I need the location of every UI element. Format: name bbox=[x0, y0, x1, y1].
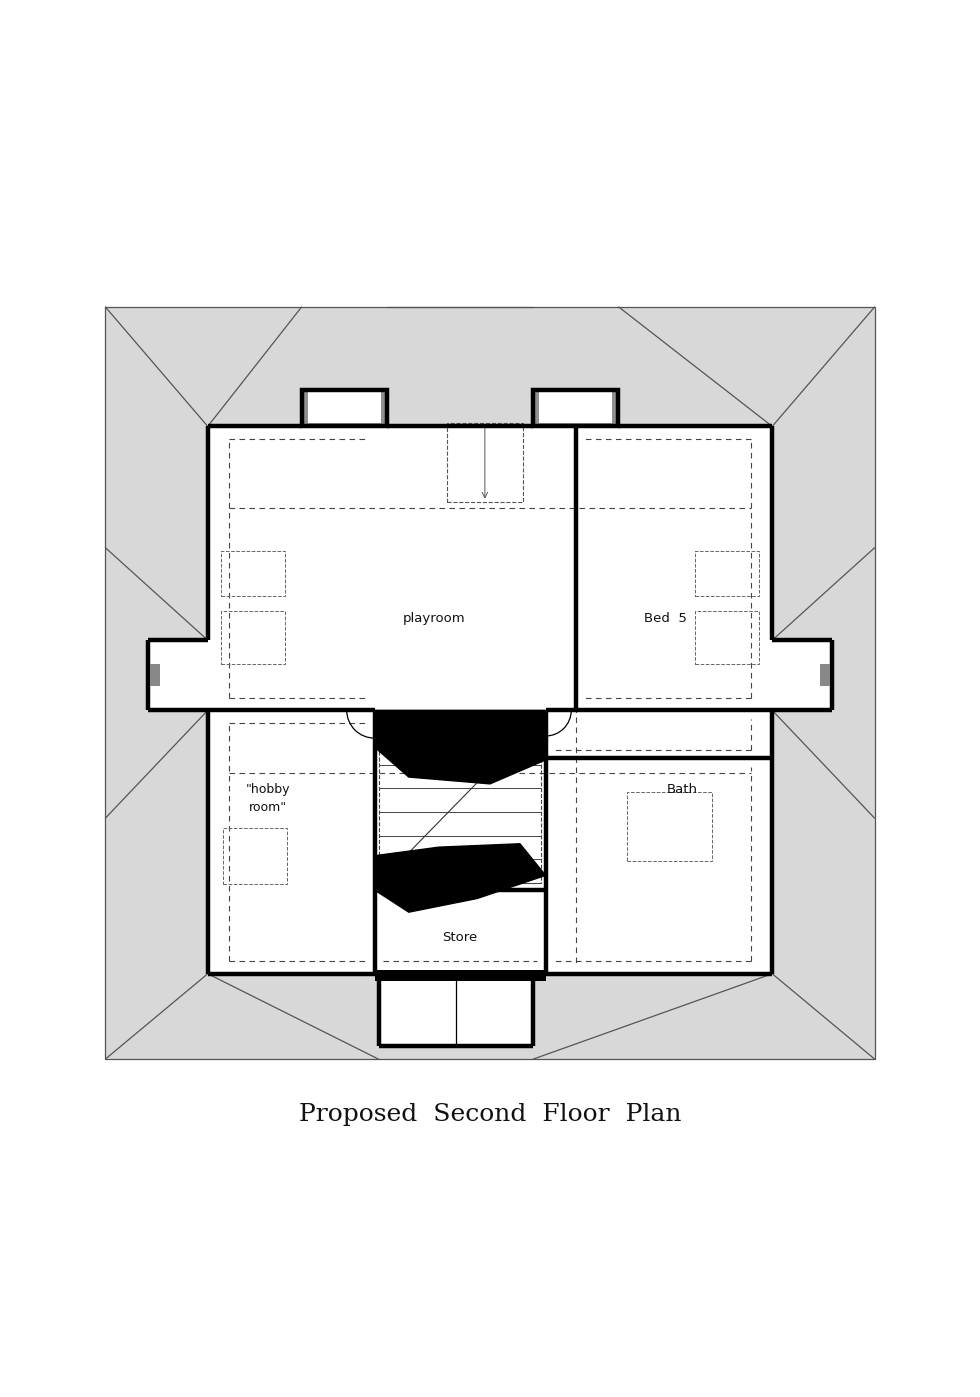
Bar bbox=[220, 610, 285, 664]
Bar bbox=[379, 717, 541, 883]
Bar bbox=[379, 974, 533, 1046]
Bar bbox=[302, 390, 387, 426]
Bar bbox=[223, 828, 287, 884]
Text: "hobby
room": "hobby room" bbox=[245, 782, 290, 814]
Bar bbox=[302, 390, 387, 426]
Bar bbox=[533, 390, 618, 426]
Bar bbox=[208, 426, 772, 974]
Polygon shape bbox=[374, 844, 546, 912]
Text: Store: Store bbox=[442, 932, 477, 944]
Bar bbox=[533, 390, 618, 426]
Bar bbox=[105, 307, 875, 1059]
Bar bbox=[627, 792, 712, 861]
Bar bbox=[374, 971, 546, 981]
Bar bbox=[150, 664, 160, 686]
Bar bbox=[308, 390, 381, 423]
Bar bbox=[447, 423, 522, 502]
Text: playroom: playroom bbox=[403, 612, 466, 626]
Bar bbox=[695, 610, 760, 664]
Bar bbox=[220, 552, 285, 595]
Bar bbox=[820, 664, 830, 686]
Text: Proposed  Second  Floor  Plan: Proposed Second Floor Plan bbox=[299, 1104, 681, 1126]
Bar bbox=[695, 552, 760, 595]
Bar bbox=[302, 390, 387, 426]
Text: Bed  5: Bed 5 bbox=[644, 612, 687, 626]
Text: Bath: Bath bbox=[667, 784, 698, 796]
Bar bbox=[772, 640, 832, 710]
Polygon shape bbox=[374, 710, 546, 784]
Bar bbox=[105, 307, 875, 1059]
Bar bbox=[539, 390, 612, 423]
Bar bbox=[148, 640, 208, 710]
Bar bbox=[533, 390, 618, 426]
